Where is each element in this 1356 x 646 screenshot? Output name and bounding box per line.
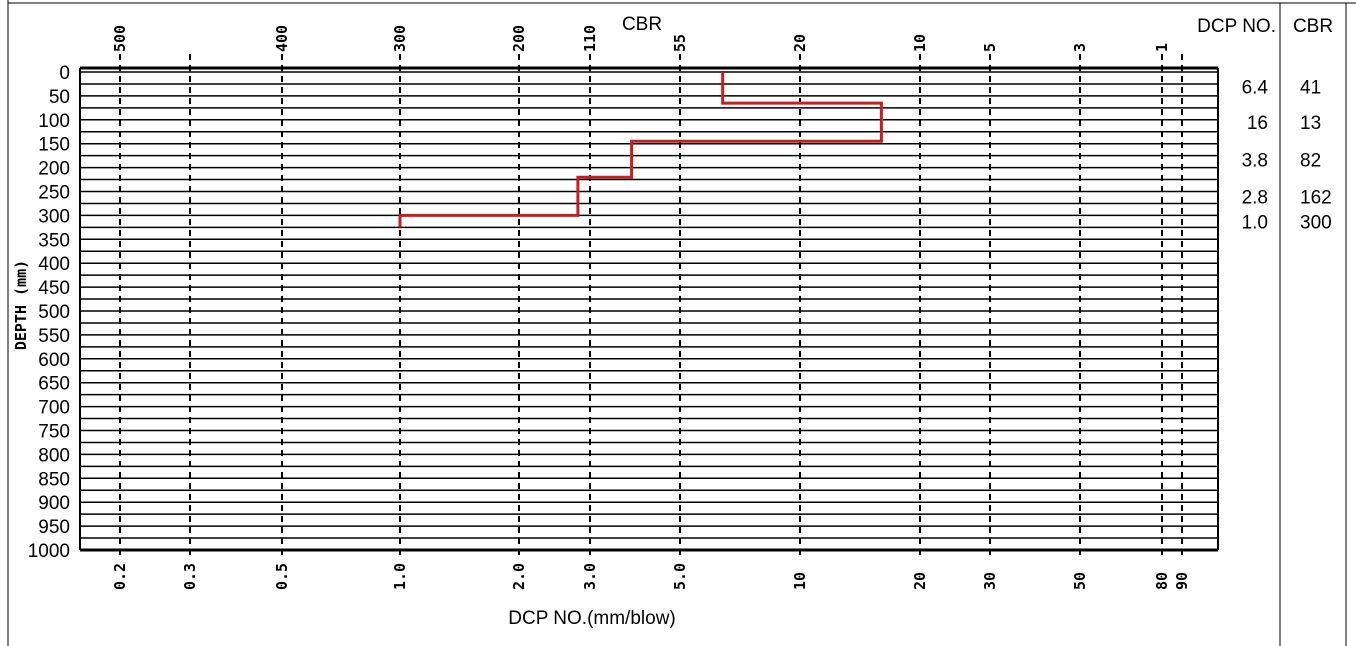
y-tick-label: 50 — [49, 87, 70, 108]
y-tick-label: 650 — [38, 374, 70, 395]
top-tick-label: 500 — [111, 25, 129, 52]
bottom-tick-label: 50 — [1071, 572, 1089, 590]
top-tick-label: 5 — [981, 43, 999, 52]
y-tick-label: 250 — [38, 183, 70, 204]
top-tick-label: 1 — [1153, 43, 1171, 52]
table-cell-cbr: 162 — [1300, 187, 1332, 208]
bottom-tick-label: 30 — [981, 572, 999, 590]
bottom-tick-label: 90 — [1173, 572, 1191, 590]
y-tick-label: 1000 — [28, 541, 70, 562]
table-cell-cbr: 82 — [1300, 150, 1321, 171]
table-cell-dcp: 6.4 — [1242, 77, 1269, 98]
y-tick-label: 500 — [38, 302, 70, 323]
top-tick-label: 110 — [581, 25, 599, 52]
y-tick-label: 150 — [38, 135, 70, 156]
y-tick-label: 100 — [38, 111, 70, 132]
table-header-cbr: CBR — [1293, 16, 1333, 37]
table-cell-cbr: 13 — [1300, 113, 1321, 134]
y-axis-title: DEPTH (mm) — [12, 260, 30, 350]
y-tick-label: 450 — [38, 278, 70, 299]
table-cell-dcp: 16 — [1247, 113, 1268, 134]
bottom-tick-label: 10 — [791, 572, 809, 590]
bottom-tick-label: 5.0 — [671, 563, 689, 590]
top-tick-label: 400 — [273, 25, 291, 52]
top-tick-label: 300 — [391, 25, 409, 52]
table-cell-cbr: 300 — [1300, 213, 1332, 234]
y-tick-label: 200 — [38, 159, 70, 180]
top-axis-title: CBR — [622, 14, 662, 35]
bottom-tick-label: 80 — [1153, 572, 1171, 590]
bottom-tick-label: 3.0 — [581, 563, 599, 590]
table-cell-cbr: 41 — [1300, 77, 1321, 98]
table-cell-dcp: 2.8 — [1242, 187, 1268, 208]
bottom-tick-label: 20 — [911, 572, 929, 590]
y-tick-label: 0 — [59, 63, 70, 84]
y-tick-label: 700 — [38, 398, 70, 419]
y-tick-label: 550 — [38, 326, 70, 347]
bottom-tick-label: 0.2 — [111, 563, 129, 590]
y-tick-label: 800 — [38, 445, 70, 466]
y-tick-label: 950 — [38, 517, 70, 538]
bottom-tick-label: 2.0 — [510, 563, 528, 590]
top-tick-label: 3 — [1071, 43, 1089, 52]
y-tick-label: 400 — [38, 254, 70, 275]
profile-line — [398, 72, 883, 228]
table-cell-dcp: 3.8 — [1242, 150, 1268, 171]
table-header-dcp: DCP NO. — [1197, 16, 1276, 37]
bottom-axis-title: DCP NO.(mm/blow) — [508, 608, 676, 629]
header-fragment: 1000 — [36, 0, 78, 1]
top-tick-label: 200 — [510, 25, 528, 52]
y-tick-label: 350 — [38, 230, 70, 251]
bottom-tick-label: 0.3 — [181, 563, 199, 590]
y-tick-label: 900 — [38, 493, 70, 514]
top-tick-label: 10 — [911, 34, 929, 52]
y-tick-label: 300 — [38, 206, 70, 227]
y-tick-label: 850 — [38, 469, 70, 490]
top-tick-label: 20 — [791, 34, 809, 52]
bottom-tick-label: 1.0 — [391, 563, 409, 590]
table-cell-dcp: 1.0 — [1242, 213, 1268, 234]
top-tick-label: 55 — [671, 34, 689, 52]
y-tick-label: 750 — [38, 422, 70, 443]
y-tick-label: 600 — [38, 350, 70, 371]
bottom-tick-label: 0.5 — [273, 563, 291, 590]
